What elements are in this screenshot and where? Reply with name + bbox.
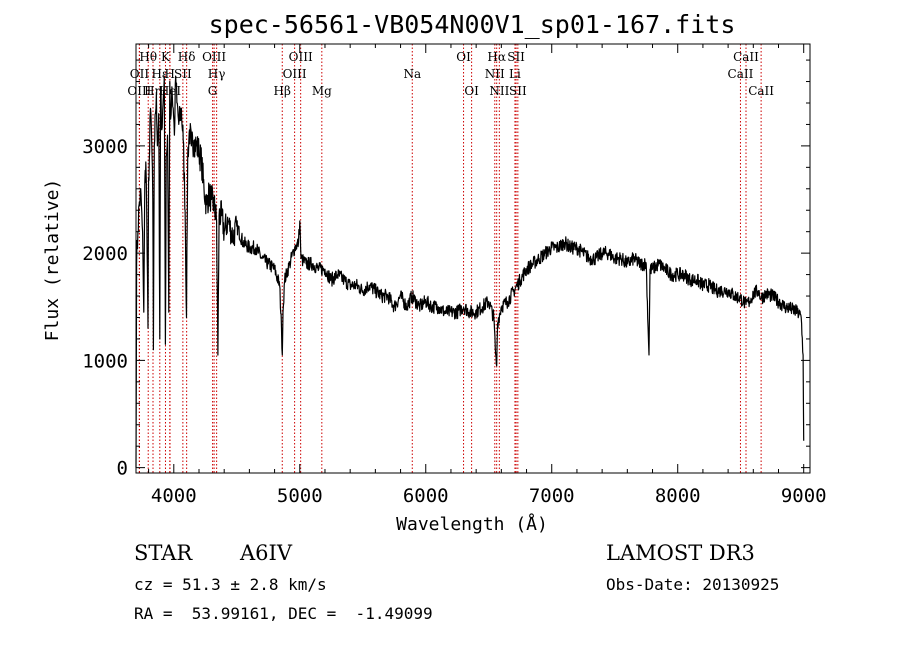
line-label-1: OII — [130, 67, 150, 81]
line-label-10: OIII — [202, 50, 226, 64]
line-label-23: SII — [507, 50, 525, 64]
line-label-9: Hδ — [178, 50, 196, 64]
line-label-12: G — [208, 84, 218, 98]
spectrum-line — [135, 75, 805, 468]
y-tick-label-0: 0 — [117, 458, 128, 480]
line-label-21: NII — [485, 67, 505, 81]
plot-frame — [135, 43, 811, 474]
line-label-25: SII — [509, 84, 527, 98]
line-label-14: OIII — [289, 50, 313, 64]
x-tick-label-4: 8000 — [655, 485, 701, 507]
observation-date: Obs-Date: 20130925 — [606, 575, 779, 594]
line-label-18: OI — [456, 50, 471, 64]
line-label-16: Mg — [312, 84, 332, 98]
line-label-0: Hθ — [139, 50, 157, 64]
line-label-28: CaII — [748, 84, 774, 98]
sky-coordinates: RA = 53.99161, DEC = -1.49099 — [134, 604, 433, 623]
line-label-27: CaII — [728, 67, 754, 81]
line-label-20: Hα — [487, 50, 506, 64]
y-tick-label-1: 1000 — [82, 350, 128, 372]
object-subclass: A6IV — [239, 541, 293, 565]
line-label-8: SII — [174, 67, 192, 81]
line-label-22: NII — [489, 84, 509, 98]
line-label-3: Hη — [144, 84, 162, 98]
line-label-2: OIII — [127, 84, 151, 98]
line-label-26: CaII — [733, 50, 759, 64]
chart-title: spec-56561-VB054N00V1_sp01-167.fits — [209, 10, 736, 39]
line-label-5: K — [161, 50, 171, 64]
line-label-17: Na — [403, 67, 421, 81]
redshift-cz: cz = 51.3 ± 2.8 km/s — [134, 575, 327, 594]
x-axis-label: Wavelength (Å) — [396, 513, 548, 535]
y-tick-label-3: 3000 — [82, 136, 128, 158]
x-tick-label-5: 9000 — [781, 485, 827, 507]
y-tick-label-2: 2000 — [82, 243, 128, 265]
x-tick-label-0: 4000 — [151, 485, 197, 507]
line-label-24: Li — [509, 67, 521, 81]
y-axis-label: Flux (relative) — [42, 179, 63, 342]
line-label-19: OI — [464, 84, 479, 98]
x-tick-label-2: 6000 — [403, 485, 449, 507]
line-label-13: Hβ — [274, 84, 291, 98]
line-label-7: H — [165, 67, 175, 81]
y-axis-ticks: 0 1000 2000 3000 — [82, 59, 810, 480]
line-label-15: OIII — [283, 67, 307, 81]
line-label-11: Hγ — [208, 67, 226, 81]
x-axis-ticks: 4000 5000 6000 7000 8000 9000 — [148, 44, 827, 507]
x-tick-label-1: 5000 — [277, 485, 323, 507]
x-tick-label-3: 7000 — [529, 485, 575, 507]
survey-name: LAMOST DR3 — [606, 541, 755, 565]
object-class: STAR — [134, 541, 193, 565]
spectral-line-markers — [138, 44, 762, 473]
